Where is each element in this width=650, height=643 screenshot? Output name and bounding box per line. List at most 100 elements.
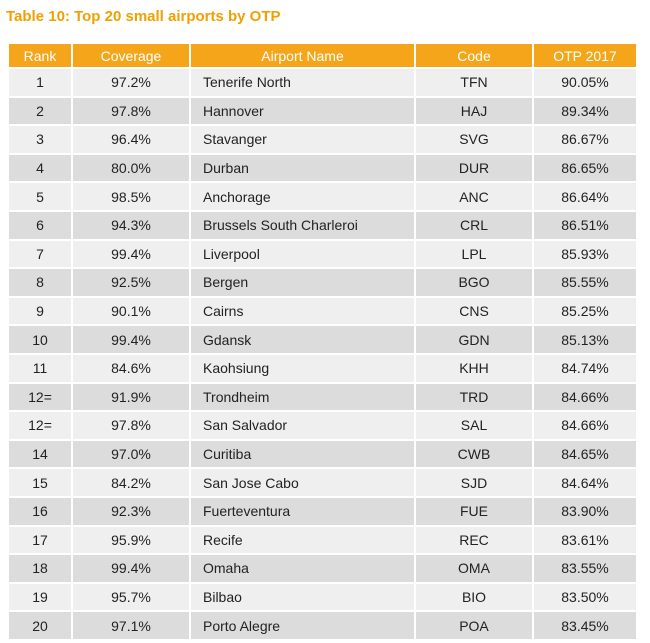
table-cell: 83.55% [534,555,636,582]
table-cell: 85.55% [534,269,636,296]
table-row: 15 84.2% San Jose Cabo SJD 84.64% [9,469,636,496]
table-cell: POA [416,612,532,639]
table-cell: 97.8% [73,412,189,439]
table-cell: 86.65% [534,154,636,182]
table-cell: 6 [9,211,71,239]
table-row: 3 96.4% Stavanger SVG 86.67% [9,126,636,153]
table-row: 20 97.1% Porto Alegre POA 83.45% [9,612,636,639]
table-cell: 84.74% [534,354,636,382]
table-cell: KHH [416,354,532,382]
header-cell: Airport Name [191,44,414,67]
table-cell: 92.5% [73,269,189,296]
table-cell: 83.61% [534,526,636,554]
table-cell: 84.65% [534,440,636,468]
header-row: Rank Coverage Airport Name Code OTP 2017 [9,44,636,67]
table-cell: 80.0% [73,154,189,182]
table-row: 8 92.5% Bergen BGO 85.55% [9,269,636,296]
table-cell: GDN [416,326,532,353]
table-row: 14 97.0% Curitiba CWB 84.65% [9,440,636,468]
table-cell: San Jose Cabo [191,469,414,496]
table-cell: DUR [416,154,532,182]
table-row: 5 98.5% Anchorage ANC 86.64% [9,183,636,210]
table-cell: 86.64% [534,183,636,210]
table-cell: 18 [9,555,71,582]
table-cell: 83.50% [534,583,636,611]
table-cell: CWB [416,440,532,468]
table-cell: 92.3% [73,497,189,525]
table-cell: Recife [191,526,414,554]
table-cell: Tenerife North [191,69,414,96]
table-cell: 12= [9,412,71,439]
table-cell: 90.05% [534,69,636,96]
table-cell: 83.90% [534,497,636,525]
table-cell: FUE [416,497,532,525]
table-cell: CRL [416,211,532,239]
table-cell: Brussels South Charleroi [191,211,414,239]
table-cell: 3 [9,126,71,153]
table-cell: 14 [9,440,71,468]
table-row: 1 97.2% Tenerife North TFN 90.05% [9,69,636,96]
table-cell: SVG [416,126,532,153]
table-cell: 7 [9,240,71,268]
table-cell: 20 [9,612,71,639]
table-cell: OMA [416,555,532,582]
table-cell: 99.4% [73,240,189,268]
table-row: 12= 91.9% Trondheim TRD 84.66% [9,383,636,411]
header-cell: Rank [9,44,71,67]
table-cell: Curitiba [191,440,414,468]
table-cell: Liverpool [191,240,414,268]
table-cell: Kaohsiung [191,354,414,382]
table-cell: Fuerteventura [191,497,414,525]
table-cell: Bergen [191,269,414,296]
table-row: 9 90.1% Cairns CNS 85.25% [9,297,636,325]
table-cell: SJD [416,469,532,496]
table-cell: 86.51% [534,211,636,239]
table-cell: 5 [9,183,71,210]
table-row: 11 84.6% Kaohsiung KHH 84.74% [9,354,636,382]
table-cell: ANC [416,183,532,210]
table-cell: Anchorage [191,183,414,210]
table-cell: 84.64% [534,469,636,496]
table-cell: 97.8% [73,97,189,125]
table-cell: 84.66% [534,383,636,411]
table-cell: Trondheim [191,383,414,411]
table-cell: 16 [9,497,71,525]
header-cell: OTP 2017 [534,44,636,67]
table-cell: 15 [9,469,71,496]
table-cell: HAJ [416,97,532,125]
table-cell: 85.25% [534,297,636,325]
table-cell: 94.3% [73,211,189,239]
table-cell: San Salvador [191,412,414,439]
table-row: 4 80.0% Durban DUR 86.65% [9,154,636,182]
table-cell: 85.93% [534,240,636,268]
table-cell: 9 [9,297,71,325]
table-cell: 19 [9,583,71,611]
table-cell: 84.6% [73,354,189,382]
table-cell: 86.67% [534,126,636,153]
table-cell: 89.34% [534,97,636,125]
table-row: 6 94.3% Brussels South Charleroi CRL 86.51% [9,211,636,239]
table-cell: 17 [9,526,71,554]
table-cell: 84.66% [534,412,636,439]
header-cell: Code [416,44,532,67]
table-cell: 96.4% [73,126,189,153]
table-cell: 11 [9,354,71,382]
table-cell: 97.0% [73,440,189,468]
table-row: 17 95.9% Recife REC 83.61% [9,526,636,554]
table-cell: 91.9% [73,383,189,411]
table-cell: TRD [416,383,532,411]
table-title: Table 10: Top 20 small airports by OTP [6,8,281,25]
table-cell: 2 [9,97,71,125]
table-cell: 98.5% [73,183,189,210]
table-cell: 84.2% [73,469,189,496]
table-cell: REC [416,526,532,554]
table-cell: Porto Alegre [191,612,414,639]
table-cell: 99.4% [73,555,189,582]
table-cell: 85.13% [534,326,636,353]
table-cell: 95.7% [73,583,189,611]
table-cell: Omaha [191,555,414,582]
table-row: 10 99.4% Gdansk GDN 85.13% [9,326,636,353]
table-cell: 4 [9,154,71,182]
table-cell: Stavanger [191,126,414,153]
